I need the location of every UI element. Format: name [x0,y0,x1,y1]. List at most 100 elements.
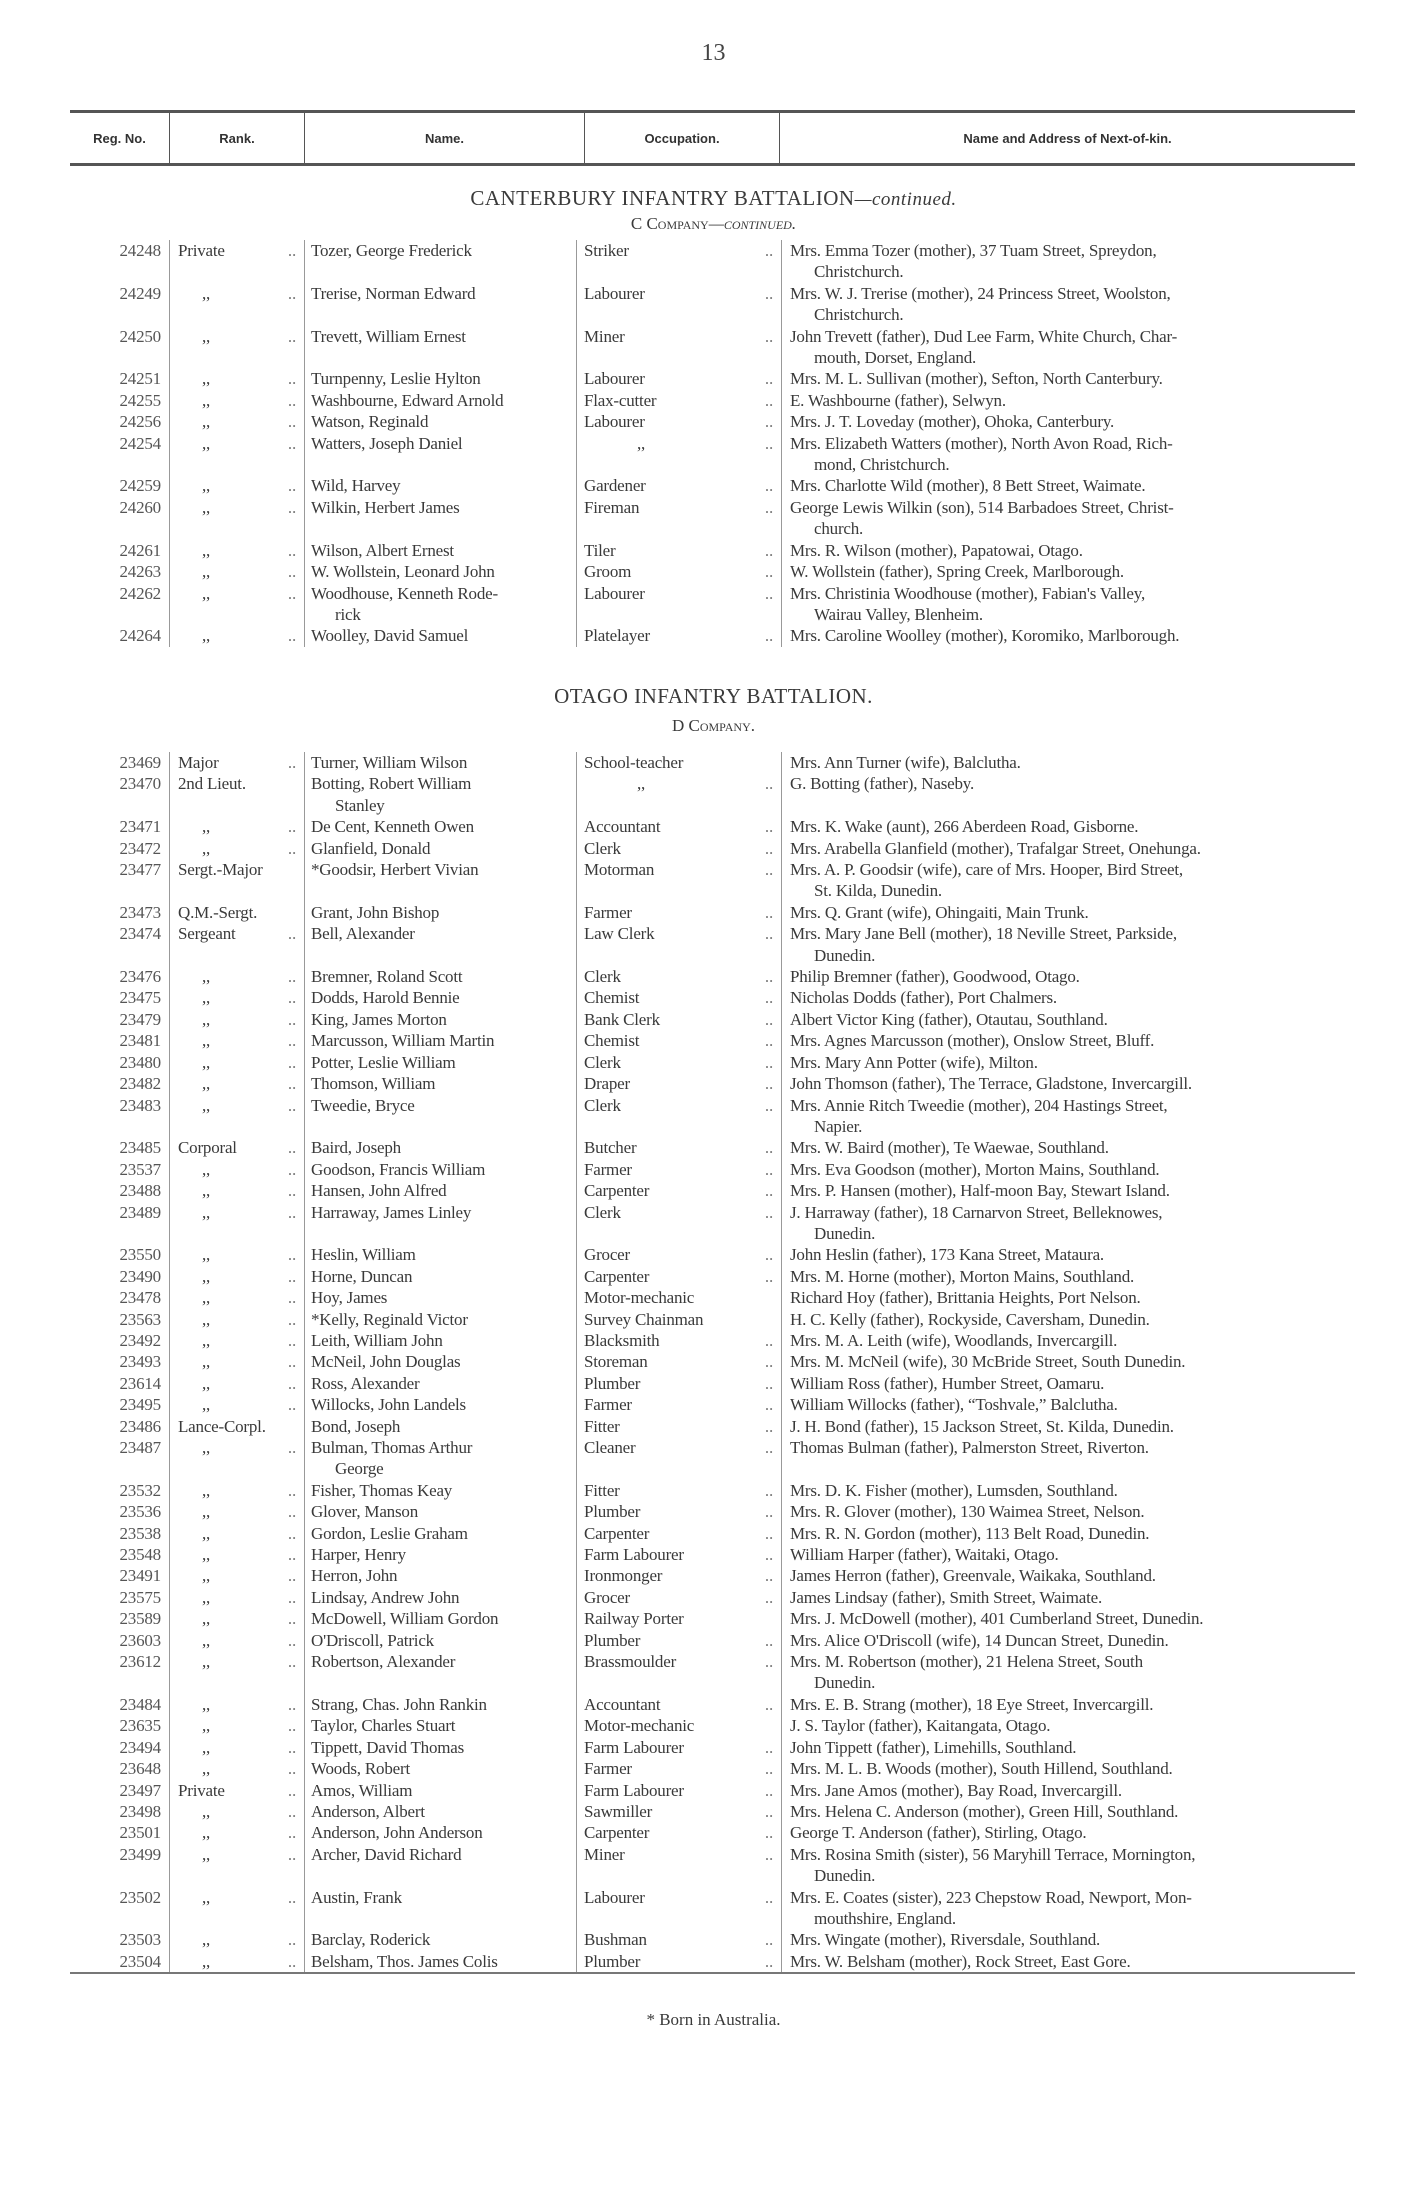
occupation: ,, [577,773,782,817]
table-row: 24255,,Washbourne, Edward ArnoldFlax-cut… [70,389,1360,412]
reg-no: 24249 [70,282,170,326]
next-of-kin: Mrs. Alice O'Driscoll (wife), 14 Duncan … [790,1630,1169,1650]
occupation: Fitter [577,1415,782,1437]
rank: ,, [170,1843,305,1887]
next-of-kin: Mrs. Elizabeth Watters (mother), North A… [790,433,1173,475]
next-of-kin: J. H. Bond (father), 15 Jackson Street, … [790,1416,1174,1436]
rank: ,, [170,432,305,476]
occupation: Railway Porter [577,1608,782,1630]
reg-no: 24251 [70,368,170,390]
rank: Private [170,240,305,283]
name: Anderson, Albert [305,1800,577,1823]
reg-no: 23474 [70,923,170,967]
name: O'Driscoll, Patrick [305,1629,577,1652]
next-of-kin: G. Botting (father), Naseby. [790,774,975,794]
occupation: Tiler [577,539,782,562]
reg-no: 23502 [70,1886,170,1930]
name: Fisher, Thomas Keay [305,1479,577,1502]
reg-no: 23537 [70,1158,170,1181]
next-of-kin: Mrs. M. McNeil (wife), 30 McBride Street… [790,1352,1186,1372]
occupation: Labourer [577,282,782,326]
occupation: Carpenter [577,1522,782,1544]
bottom-rule [70,1972,1355,1974]
name: McDowell, William Gordon [305,1608,577,1630]
reg-no: 23473 [70,901,170,924]
occupation: Farmer [577,901,782,924]
rank: ,, [170,1030,305,1052]
rank: ,, [170,1822,305,1844]
reg-no: 24255 [70,389,170,412]
rank: ,, [170,1437,305,1480]
rank: ,, [170,625,305,647]
table-row: 23504,,Belsham, Thos. James ColisPlumber… [70,1950,1360,1973]
name: Woolley, David Samuel [305,625,577,647]
reg-no: 23486 [70,1415,170,1437]
next-of-kin: J. S. Taylor (father), Kaitangata, Otago… [790,1716,1051,1736]
rank: ,, [170,389,305,412]
occupation: Farm Labourer [577,1779,782,1801]
next-of-kin: Mrs. E. B. Strang (mother), 18 Eye Stree… [790,1694,1154,1714]
rank: ,, [170,496,305,540]
occupation: Labourer [577,1886,782,1930]
occupation: Ironmonger [577,1565,782,1587]
name: King, James Morton [305,1008,577,1031]
occupation: Labourer [577,411,782,433]
occupation: School-teacher [577,752,782,774]
rank: Major [170,752,305,774]
occupation: Plumber [577,1629,782,1651]
rank: ,, [170,411,305,433]
occupation: Draper [577,1073,782,1095]
header-next-of-kin: Name and Address of Next-of-kin. [963,130,1172,146]
name: Horne, Duncan [305,1265,577,1288]
page-number: 13 [701,40,726,66]
reg-no: 23495 [70,1394,170,1416]
name: Marcusson, William Martin [305,1030,577,1052]
next-of-kin: Mrs. J. T. Loveday (mother), Ohoka, Cant… [790,412,1115,432]
next-of-kin: Mrs. D. K. Fisher (mother), Lumsden, Sou… [790,1480,1118,1500]
reg-no: 23614 [70,1372,170,1395]
reg-no: 23482 [70,1073,170,1095]
rank: ,, [170,1479,305,1502]
section-title-otago: OTAGO INFANTRY BATTALION. [554,684,873,708]
occupation: Farmer [577,1394,782,1416]
name: Turnpenny, Leslie Hylton [305,368,577,390]
name: Archer, David Richard [305,1843,577,1887]
next-of-kin: Mrs. Helena C. Anderson (mother), Green … [790,1801,1179,1821]
footnote: * Born in Australia. [646,2010,781,2029]
reg-no: 23589 [70,1608,170,1630]
name: Anderson, John Anderson [305,1822,577,1844]
next-of-kin: Mrs. M. A. Leith (wife), Woodlands, Inve… [790,1330,1118,1350]
occupation: Bushman [577,1929,782,1951]
rank: ,, [170,475,305,497]
next-of-kin: W. Wollstein (father), Spring Creek, Mar… [790,562,1124,582]
reg-no: 23491 [70,1565,170,1587]
name: De Cent, Kenneth Owen [305,816,577,838]
company-title-d: D Company. [671,716,756,735]
rank: Sergt.-Major [170,859,305,902]
occupation: Gardener [577,475,782,497]
next-of-kin: Mrs. M. L. B. Woods (mother), South Hill… [790,1759,1173,1779]
occupation: Labourer [577,582,782,626]
name: Woods, Robert [305,1758,577,1780]
company-title-c: C Company—continued. [630,214,797,233]
occupation: Bank Clerk [577,1008,782,1031]
occupation: Motor-mechanic [577,1715,782,1737]
next-of-kin: Mrs. Q. Grant (wife), Ohingaiti, Main Tr… [790,902,1089,922]
name: Belsham, Thos. James Colis [305,1950,577,1973]
rank: ,, [170,1929,305,1951]
reg-no: 23472 [70,837,170,860]
name: W. Wollstein, Leonard John [305,561,577,583]
reg-no: 24254 [70,432,170,476]
